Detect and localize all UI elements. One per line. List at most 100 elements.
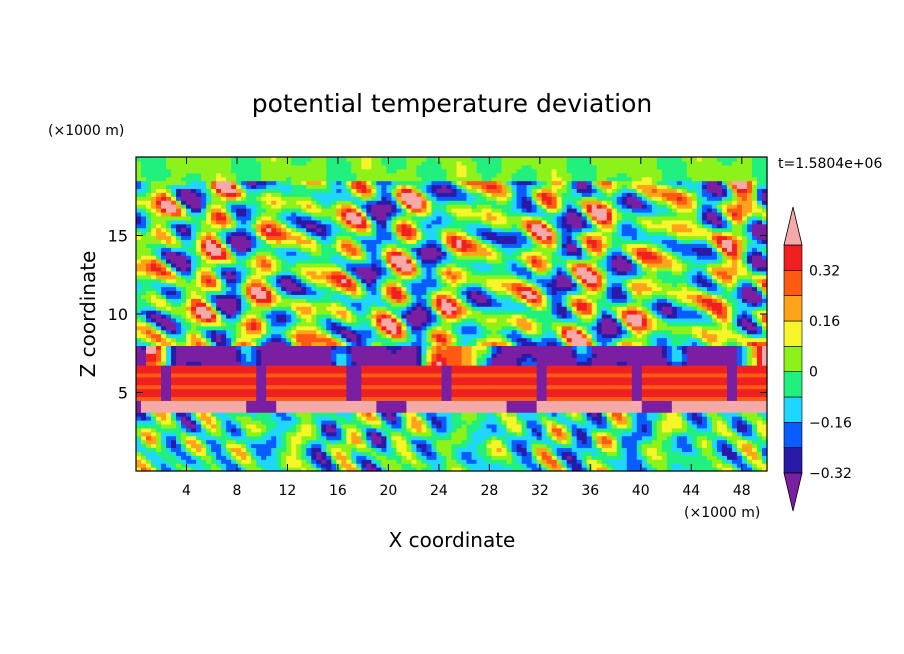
contour-cell xyxy=(611,372,618,378)
contour-cell xyxy=(281,314,287,319)
contour-cell xyxy=(426,467,433,472)
contour-cell xyxy=(166,361,172,366)
contour-cell xyxy=(151,412,157,417)
contour-cell xyxy=(651,396,658,401)
contour-cell xyxy=(206,423,212,429)
contour-cell xyxy=(376,353,382,358)
contour-cell xyxy=(616,333,623,339)
contour-cell xyxy=(281,412,287,417)
contour-cell xyxy=(666,388,673,394)
contour-cell xyxy=(366,353,372,358)
contour-cell xyxy=(666,443,673,449)
contour-cell xyxy=(466,392,473,398)
contour-cell xyxy=(486,372,493,378)
contour-cell xyxy=(581,443,588,449)
contour-cell xyxy=(136,333,142,339)
contour-cell xyxy=(711,396,718,401)
contour-cell xyxy=(471,416,478,421)
contour-cell xyxy=(376,376,382,382)
contour-cell xyxy=(646,384,653,390)
contour-cell xyxy=(721,376,728,382)
contour-cell xyxy=(686,317,693,323)
contour-cell xyxy=(156,412,162,417)
contour-cell xyxy=(171,333,177,339)
contour-cell xyxy=(311,408,317,413)
contour-cell xyxy=(291,439,297,445)
contour-cell xyxy=(436,400,443,405)
contour-cell xyxy=(396,317,403,323)
contour-cell xyxy=(171,455,177,460)
contour-cell xyxy=(251,467,257,472)
contour-cell xyxy=(496,419,503,425)
contour-cell xyxy=(686,333,693,339)
contour-cell xyxy=(686,400,693,405)
contour-cell xyxy=(256,329,262,335)
contour-cell xyxy=(316,368,322,374)
contour-cell xyxy=(221,443,227,449)
contour-cell xyxy=(376,337,382,343)
contour-cell xyxy=(351,455,357,460)
contour-cell xyxy=(281,419,287,425)
contour-cell xyxy=(161,416,167,421)
contour-cell xyxy=(311,384,317,390)
contour-cell xyxy=(661,423,668,429)
contour-cell xyxy=(496,388,503,394)
contour-cell xyxy=(536,361,543,366)
contour-cell xyxy=(231,423,237,429)
contour-cell xyxy=(306,459,312,464)
contour-cell xyxy=(761,341,768,346)
contour-cell xyxy=(696,419,703,425)
contour-cell xyxy=(736,435,743,441)
contour-cell xyxy=(386,361,393,366)
contour-cell xyxy=(611,463,618,468)
contour-cell xyxy=(576,353,583,358)
contour-cell xyxy=(176,419,182,425)
contour-cell xyxy=(381,314,387,319)
contour-cell xyxy=(481,455,488,460)
contour-cell xyxy=(486,365,493,370)
contour-cell xyxy=(336,368,342,374)
contour-cell xyxy=(251,317,257,323)
contour-cell xyxy=(506,337,513,343)
contour-cell xyxy=(181,376,187,382)
contour-cell xyxy=(631,361,638,366)
contour-cell xyxy=(196,365,202,370)
contour-cell xyxy=(301,408,307,413)
contour-cell xyxy=(291,459,297,464)
contour-cell xyxy=(671,423,678,429)
contour-cell xyxy=(646,349,653,354)
contour-cell xyxy=(531,321,538,327)
contour-cell xyxy=(356,365,362,370)
contour-cell xyxy=(551,423,558,429)
contour-cell xyxy=(536,455,543,460)
contour-cell xyxy=(731,463,738,468)
contour-cell xyxy=(386,408,393,413)
contour-cell xyxy=(186,337,192,343)
contour-cell xyxy=(391,439,398,445)
contour-cell xyxy=(651,380,658,386)
contour-cell xyxy=(221,365,227,370)
contour-cell xyxy=(441,443,448,449)
contour-cell xyxy=(666,431,673,437)
contour-cell xyxy=(696,427,703,433)
contour-cell xyxy=(666,317,673,323)
contour-cell xyxy=(416,372,423,378)
contour-cell xyxy=(166,365,172,370)
contour-cell xyxy=(406,423,413,429)
contour-cell xyxy=(141,443,147,449)
contour-cell xyxy=(371,416,377,421)
contour-cell xyxy=(306,380,312,386)
contour-cell xyxy=(526,325,533,331)
contour-cell xyxy=(466,439,473,445)
contour-cell xyxy=(491,459,498,464)
contour-cell xyxy=(461,431,468,437)
contour-cell xyxy=(581,467,588,472)
contour-cell xyxy=(386,396,393,401)
contour-cell xyxy=(166,427,172,433)
contour-cell xyxy=(491,329,498,335)
contour-cell xyxy=(266,372,272,378)
contour-cell xyxy=(426,412,433,417)
contour-cell xyxy=(491,337,498,343)
contour-cell xyxy=(611,388,618,394)
contour-cell xyxy=(436,368,443,374)
